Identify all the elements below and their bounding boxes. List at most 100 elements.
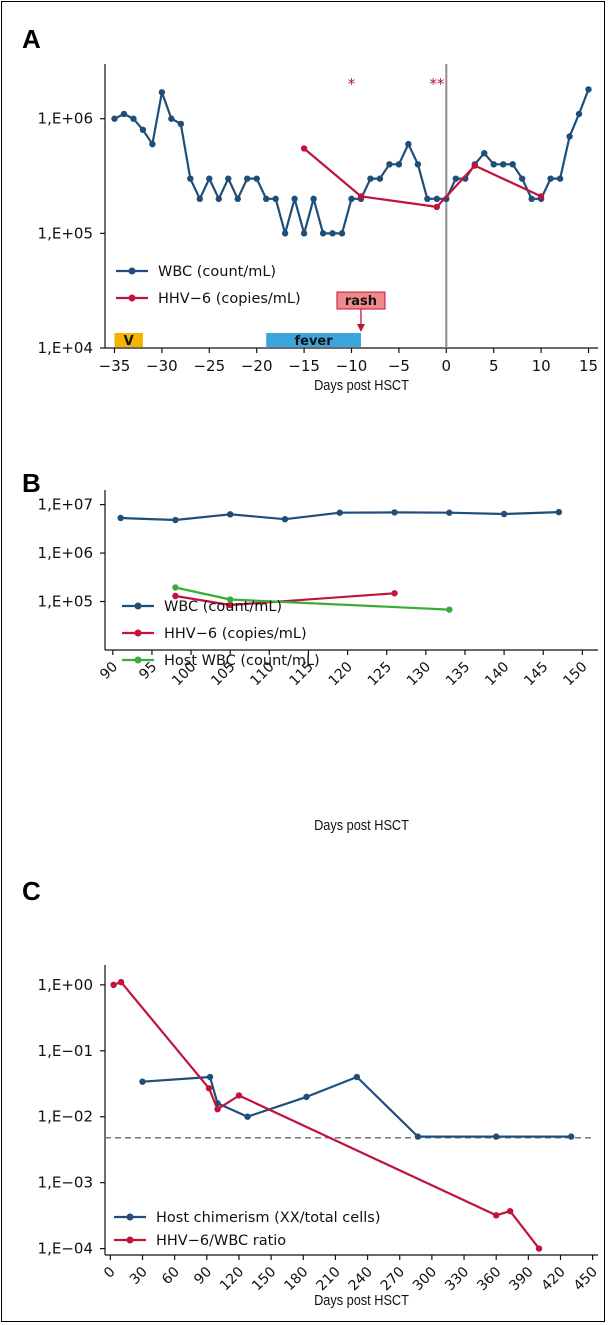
data-point-a-0 [367, 175, 374, 182]
x-tick-label-a: −25 [193, 357, 225, 375]
data-point-a-1 [471, 162, 478, 169]
x-tick-label-a: −35 [99, 357, 131, 375]
x-tick-label-b: 150 [560, 659, 590, 689]
x-tick-label-b: 135 [443, 659, 473, 689]
data-point-a-0 [225, 175, 232, 182]
legend-label-b-0: WBC (count/mL) [164, 599, 282, 615]
data-point-b-1 [172, 592, 179, 600]
data-point-a-0 [187, 175, 194, 182]
data-point-a-0 [424, 195, 431, 203]
y-tick-label-c: 1,E−04 [38, 1240, 93, 1258]
data-point-c-0 [303, 1093, 310, 1101]
x-tick-label-c: 270 [378, 1264, 408, 1294]
significance-star-1: * [348, 75, 356, 93]
chart-a: 1,E+04 1,E+05 1,E+06 −35 −30 −25 −20 −15 −10 −5 0 5… [38, 64, 598, 393]
fever-period-bar [266, 333, 361, 347]
data-point-c-0 [568, 1133, 575, 1140]
data-point-a-0 [395, 161, 403, 168]
data-point-a-0 [130, 115, 137, 122]
data-point-b-0 [500, 510, 508, 518]
data-point-c-0 [492, 1133, 500, 1140]
x-tick-label-b: 120 [326, 659, 356, 689]
y-tick-label-b: 1,E+07 [38, 496, 93, 514]
data-point-a-0 [518, 175, 526, 182]
legend-marker-a-1 [128, 294, 136, 302]
x-tick-label-b: 125 [365, 659, 395, 689]
data-point-a-0 [414, 161, 422, 168]
data-point-c-1 [506, 1207, 514, 1215]
legend-marker-b-1 [134, 629, 142, 637]
legend-marker-b-0 [134, 602, 142, 610]
legend-label-a-1: HHV−6 (copies/mL) [158, 291, 301, 307]
data-point-a-0 [272, 195, 279, 203]
x-tick-label-a: −15 [288, 357, 320, 375]
data-point-a-0 [300, 230, 308, 237]
x-tick-label-c: 0 [101, 1264, 119, 1282]
chart-c: 1,E−04 1,E−03 1,E−02 1,E−01 1,E+00 0 30 60 90 120… [38, 965, 601, 1308]
data-point-a-0 [585, 86, 592, 93]
data-point-a-0 [490, 161, 497, 168]
y-tick-label-a: 1,E+06 [38, 110, 93, 128]
data-point-c-1 [117, 978, 125, 986]
data-point-a-0 [215, 195, 222, 203]
x-tick-label-c: 300 [410, 1264, 440, 1294]
x-tick-label-c: 120 [217, 1264, 247, 1294]
x-tick-label-a: −30 [146, 357, 178, 375]
data-point-b-2 [227, 596, 234, 603]
data-point-a-0 [168, 115, 175, 122]
data-point-a-0 [386, 161, 393, 168]
x-tick-label-a: 10 [532, 357, 551, 375]
data-point-a-0 [111, 115, 118, 122]
data-point-b-0 [281, 515, 289, 523]
data-point-b-2 [446, 606, 453, 613]
data-point-c-0 [206, 1073, 214, 1081]
data-point-a-0 [509, 161, 516, 168]
data-point-a-0 [528, 195, 535, 203]
x-tick-label-a: 0 [442, 357, 452, 375]
series-line-c-1 [113, 981, 540, 1250]
y-tick-label-a: 1,E+05 [38, 224, 93, 242]
data-point-a-0 [281, 230, 289, 237]
data-point-a-1 [537, 193, 545, 200]
data-point-a-0 [234, 195, 241, 203]
data-point-a-0 [158, 89, 166, 96]
data-point-a-0 [291, 195, 298, 203]
series-line-a-0 [114, 89, 590, 235]
fever-period-label: fever [294, 334, 333, 349]
x-tick-label-a: −5 [388, 357, 410, 375]
y-tick-label-c: 1,E+00 [38, 976, 93, 994]
legend-marker-b-2 [134, 656, 142, 664]
x-tick-label-c: 30 [127, 1264, 151, 1288]
x-tick-label-c: 180 [281, 1264, 311, 1294]
legend-label-b-2: Host WBC (count/mL) [164, 653, 320, 669]
data-point-b-0 [555, 508, 563, 516]
panel-c-label: C [22, 876, 41, 906]
data-point-b-0 [336, 509, 343, 516]
data-point-a-0 [120, 110, 128, 118]
data-point-c-1 [492, 1212, 500, 1219]
x-tick-label-c: 390 [506, 1264, 536, 1294]
data-point-c-0 [244, 1113, 251, 1120]
data-point-c-1 [214, 1106, 221, 1113]
data-point-a-0 [310, 195, 317, 203]
data-point-a-0 [149, 140, 156, 148]
data-point-a-0 [338, 230, 346, 237]
x-tick-label-c: 360 [474, 1264, 504, 1294]
legend-label-a-0: WBC (count/mL) [158, 264, 276, 280]
legend-marker-c-0 [126, 1213, 134, 1221]
data-point-a-0 [196, 195, 204, 203]
data-point-c-1 [110, 981, 117, 989]
x-tick-label-b: 130 [404, 659, 434, 689]
data-point-a-0 [262, 195, 270, 203]
x-axis-title-c: Days post HSCT [314, 1291, 409, 1308]
data-point-a-0 [556, 175, 564, 182]
data-point-a-0 [329, 230, 336, 237]
x-tick-label-a: −20 [241, 357, 273, 375]
data-point-c-0 [353, 1073, 361, 1081]
x-tick-label-a: 5 [489, 357, 499, 375]
x-tick-label-a: −10 [336, 357, 368, 375]
x-tick-label-b: 145 [521, 659, 551, 689]
data-point-c-1 [535, 1245, 543, 1252]
y-tick-label-b: 1,E+06 [38, 544, 93, 562]
